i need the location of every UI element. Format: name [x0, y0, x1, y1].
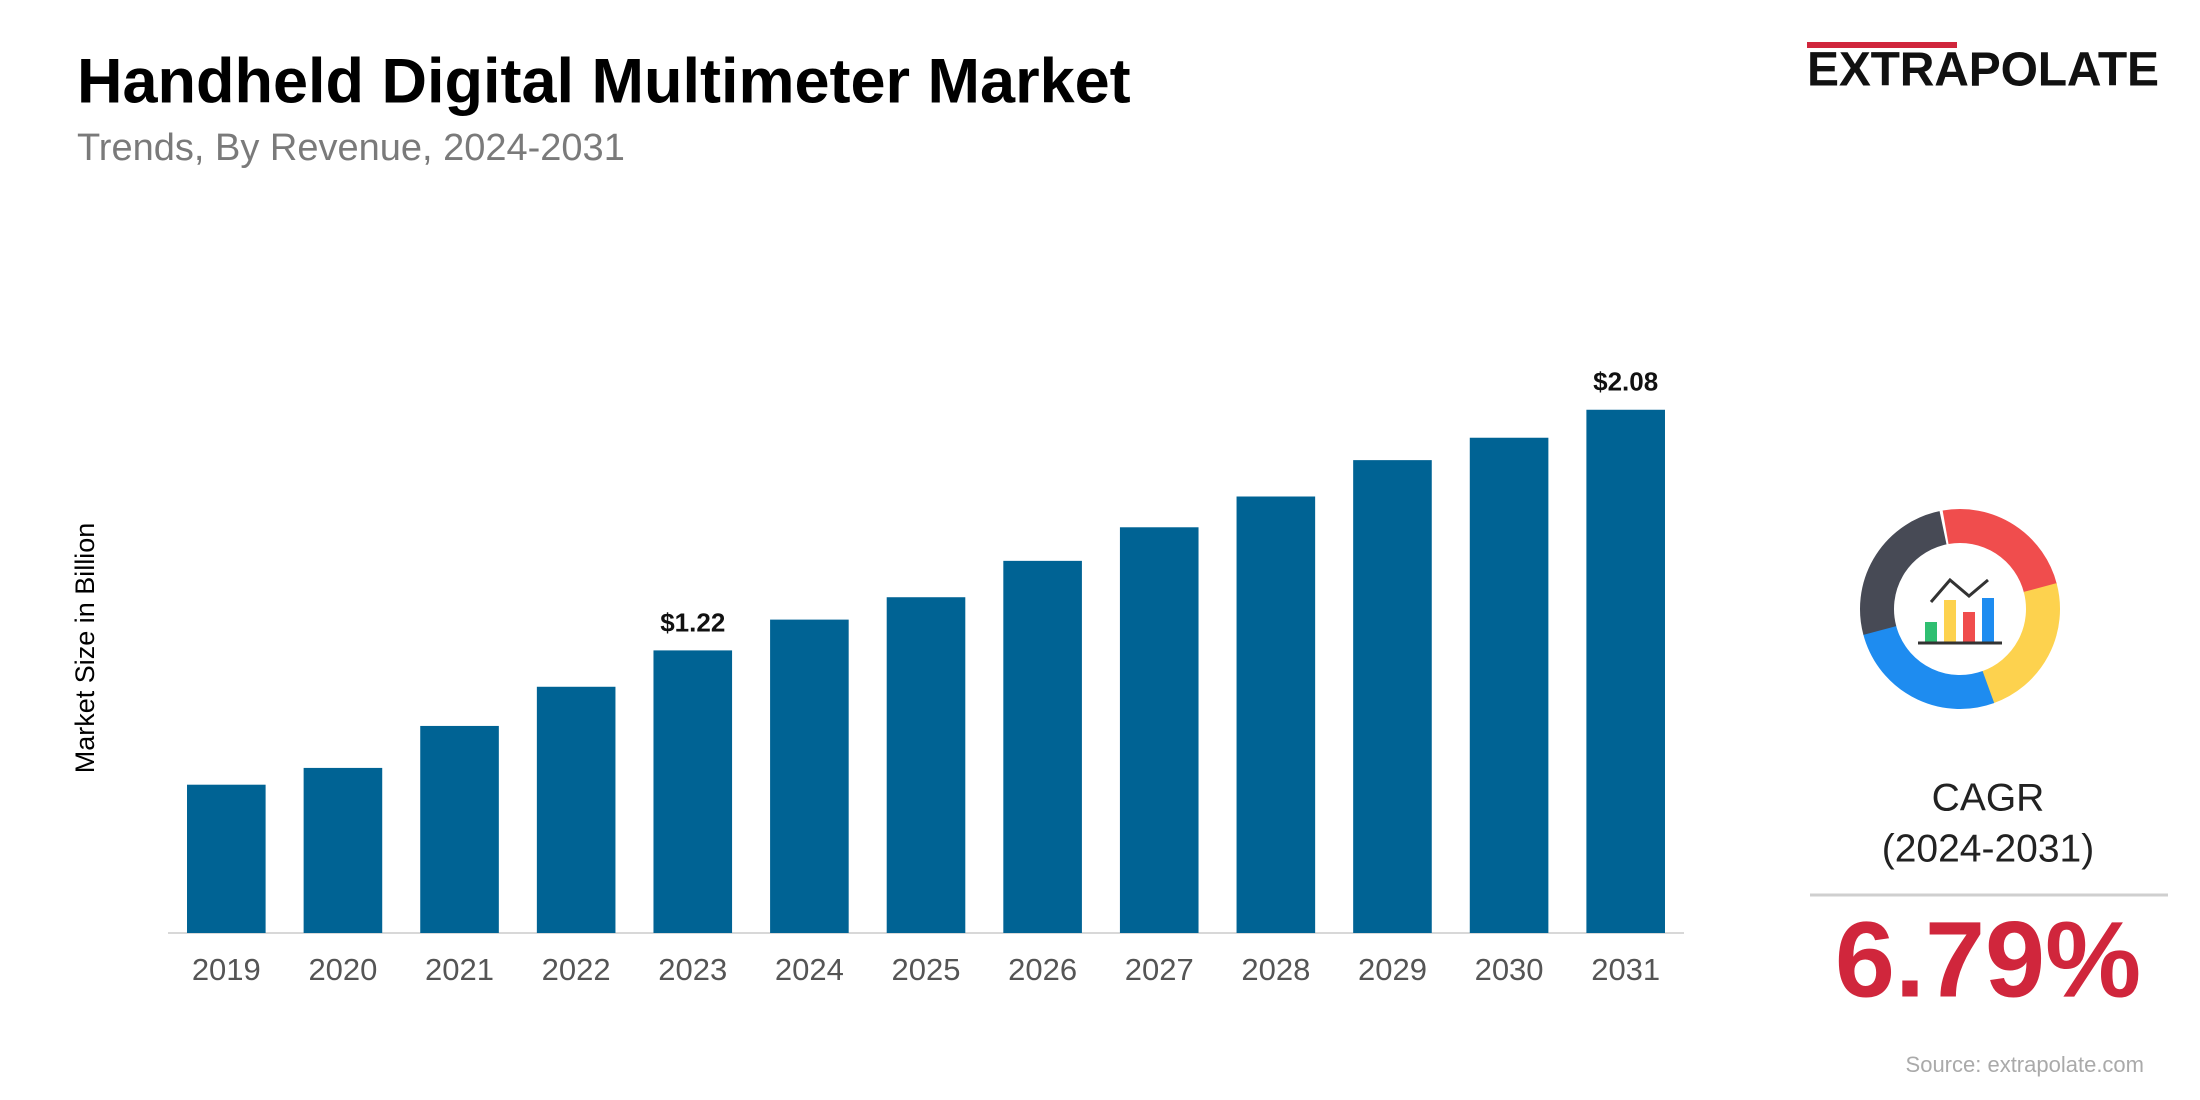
x-tick-label: 2024: [775, 952, 844, 987]
value-label: $1.22: [660, 607, 725, 637]
icon-bar: [1944, 600, 1956, 642]
x-tick-label: 2023: [658, 952, 727, 987]
icon-bar: [1963, 612, 1975, 642]
x-tick-label: 2021: [425, 952, 494, 987]
cagr-label: CAGR: [1932, 776, 2045, 819]
bar: [1003, 560, 1082, 933]
bar: [1586, 409, 1665, 933]
icon-line: [1929, 577, 1989, 603]
chart-icon: [1918, 577, 2002, 645]
bar: [536, 686, 616, 933]
x-tick-label: 2026: [1008, 952, 1077, 987]
x-tick-label: 2028: [1241, 952, 1310, 987]
cagr-value: 6.79%: [1835, 899, 2141, 1020]
bar: [303, 767, 383, 933]
x-tick-label: 2019: [192, 952, 261, 987]
bar: [886, 597, 966, 933]
bar: [1469, 437, 1549, 933]
bar: [420, 725, 499, 933]
x-tick-label: 2031: [1591, 952, 1660, 987]
bar: [1353, 460, 1432, 933]
donut-segment: [1860, 509, 2060, 709]
value-label: $2.08: [1593, 367, 1658, 397]
x-tick-label: 2030: [1475, 952, 1544, 987]
bar: [770, 619, 849, 933]
source: Source: extrapolate.com: [1906, 1052, 2144, 1077]
x-tick-label: 2025: [892, 952, 961, 987]
bar: [1119, 527, 1199, 933]
bar: [653, 650, 733, 933]
bar: [1236, 496, 1316, 933]
bar: [187, 784, 266, 933]
cagr-period: (2024-2031): [1882, 827, 2094, 870]
brand: EXTRAPOLATE: [1807, 44, 2159, 97]
donut-segment: [1860, 509, 2060, 709]
x-tick-label: 2027: [1125, 952, 1194, 987]
icon-bar: [1982, 598, 1994, 642]
donut-segment: [1860, 509, 2060, 709]
y-axis-label: Market Size in Billion: [70, 523, 100, 774]
icon-bar: [1925, 622, 1937, 642]
brand-bar: [1807, 42, 1957, 48]
x-tick-label: 2029: [1358, 952, 1427, 987]
subtitle: Trends, By Revenue, 2024-2031: [77, 127, 625, 169]
x-tick-label: 2022: [542, 952, 611, 987]
x-tick-label: 2020: [308, 952, 377, 987]
title: Handheld Digital Multimeter Market: [77, 47, 1131, 117]
